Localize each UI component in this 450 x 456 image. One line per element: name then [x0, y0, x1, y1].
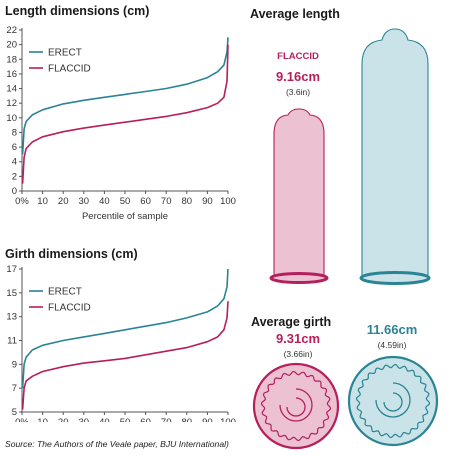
legend-label-erect: ERECT [48, 48, 82, 59]
flaccid-girth-value: 9.31cm [275, 331, 321, 346]
x-tick-label: 0% [15, 417, 29, 422]
x-tick-label: 30 [79, 417, 90, 422]
y-tick-label: 11 [7, 336, 17, 347]
girth-line-chart: 5 7 9 11 13 15 17 0% 10 20 30 40 50 60 70 80 90 100 ERECT F… [6, 264, 236, 422]
x-tick-label: 80 [182, 417, 193, 422]
legend-label-flaccid: FLACCID [48, 64, 91, 75]
x-tick-label: 100 [220, 196, 236, 207]
x-axis-label: Percentile of sample [82, 211, 168, 222]
flaccid-condom-illustration [269, 108, 329, 284]
x-tick-label: 10 [37, 417, 48, 422]
x-tick-label: 0% [15, 196, 29, 207]
x-tick-label: 100 [220, 417, 236, 422]
flaccid-length-label: FLACCID [277, 51, 319, 62]
y-tick-label: 22 [6, 25, 17, 36]
erect-rolled-condom-illustration [347, 355, 439, 447]
x-tick-label: 40 [99, 417, 110, 422]
length-line-chart: 0 2 4 6 8 10 12 14 16 18 20 22 0% 10 20 30 40 50 60 70 80 90 1… [6, 25, 236, 222]
y-tick-label: 17 [6, 264, 17, 275]
flaccid-length-value: 9.16cm [275, 69, 321, 84]
y-tick-label: 20 [6, 40, 17, 51]
legend-label-flaccid: FLACCID [48, 303, 91, 314]
x-tick-label: 70 [161, 196, 172, 207]
y-tick-label: 10 [6, 113, 17, 124]
x-tick-label: 90 [202, 196, 213, 207]
x-tick-label: 20 [58, 417, 69, 422]
y-tick-label: 14 [6, 84, 17, 95]
girth-chart-title: Girth dimensions (cm) [5, 247, 138, 261]
x-tick-label: 70 [161, 417, 172, 422]
y-tick-label: 4 [12, 157, 17, 168]
y-tick-label: 16 [6, 69, 17, 80]
y-tick-label: 7 [12, 383, 17, 394]
y-tick-label: 9 [12, 359, 17, 370]
x-tick-label: 40 [99, 196, 110, 207]
length-chart-title: Length dimensions (cm) [5, 4, 150, 18]
erect-girth-inches: (4.59in) [377, 340, 407, 350]
flaccid-girth-inches: (3.66in) [283, 349, 313, 359]
y-tick-label: 15 [6, 288, 17, 299]
x-tick-label: 30 [79, 196, 90, 207]
series-line-erect [21, 37, 229, 155]
x-tick-label: 50 [120, 196, 131, 207]
legend-label-erect: ERECT [48, 287, 82, 298]
y-tick-label: 5 [12, 407, 17, 418]
x-tick-label: 60 [140, 417, 151, 422]
flaccid-length-inches: (3.6in) [285, 87, 311, 97]
x-tick-label: 80 [182, 196, 193, 207]
y-tick-label: 8 [12, 127, 17, 138]
y-tick-label: 6 [12, 142, 17, 153]
source-note: Source: The Authors of the Veale paper, … [5, 439, 229, 449]
y-tick-label: 12 [6, 98, 17, 109]
series-line-flaccid [21, 301, 229, 410]
y-tick-label: 0 [12, 186, 17, 197]
x-tick-label: 50 [120, 417, 131, 422]
series-line-erect [21, 268, 229, 389]
y-tick-label: 13 [6, 312, 17, 323]
y-tick-label: 18 [6, 54, 17, 65]
erect-condom-illustration [359, 28, 431, 285]
x-tick-label: 60 [140, 196, 151, 207]
flaccid-rolled-condom-illustration [252, 362, 340, 450]
average-girth-title: Average girth [251, 315, 332, 329]
erect-girth-value: 11.66cm [366, 322, 418, 337]
series-line-flaccid [21, 44, 229, 184]
x-tick-label: 10 [37, 196, 48, 207]
x-tick-label: 20 [58, 196, 69, 207]
y-tick-label: 2 [12, 171, 17, 182]
x-tick-label: 90 [202, 417, 213, 422]
average-length-title: Average length [250, 7, 340, 21]
